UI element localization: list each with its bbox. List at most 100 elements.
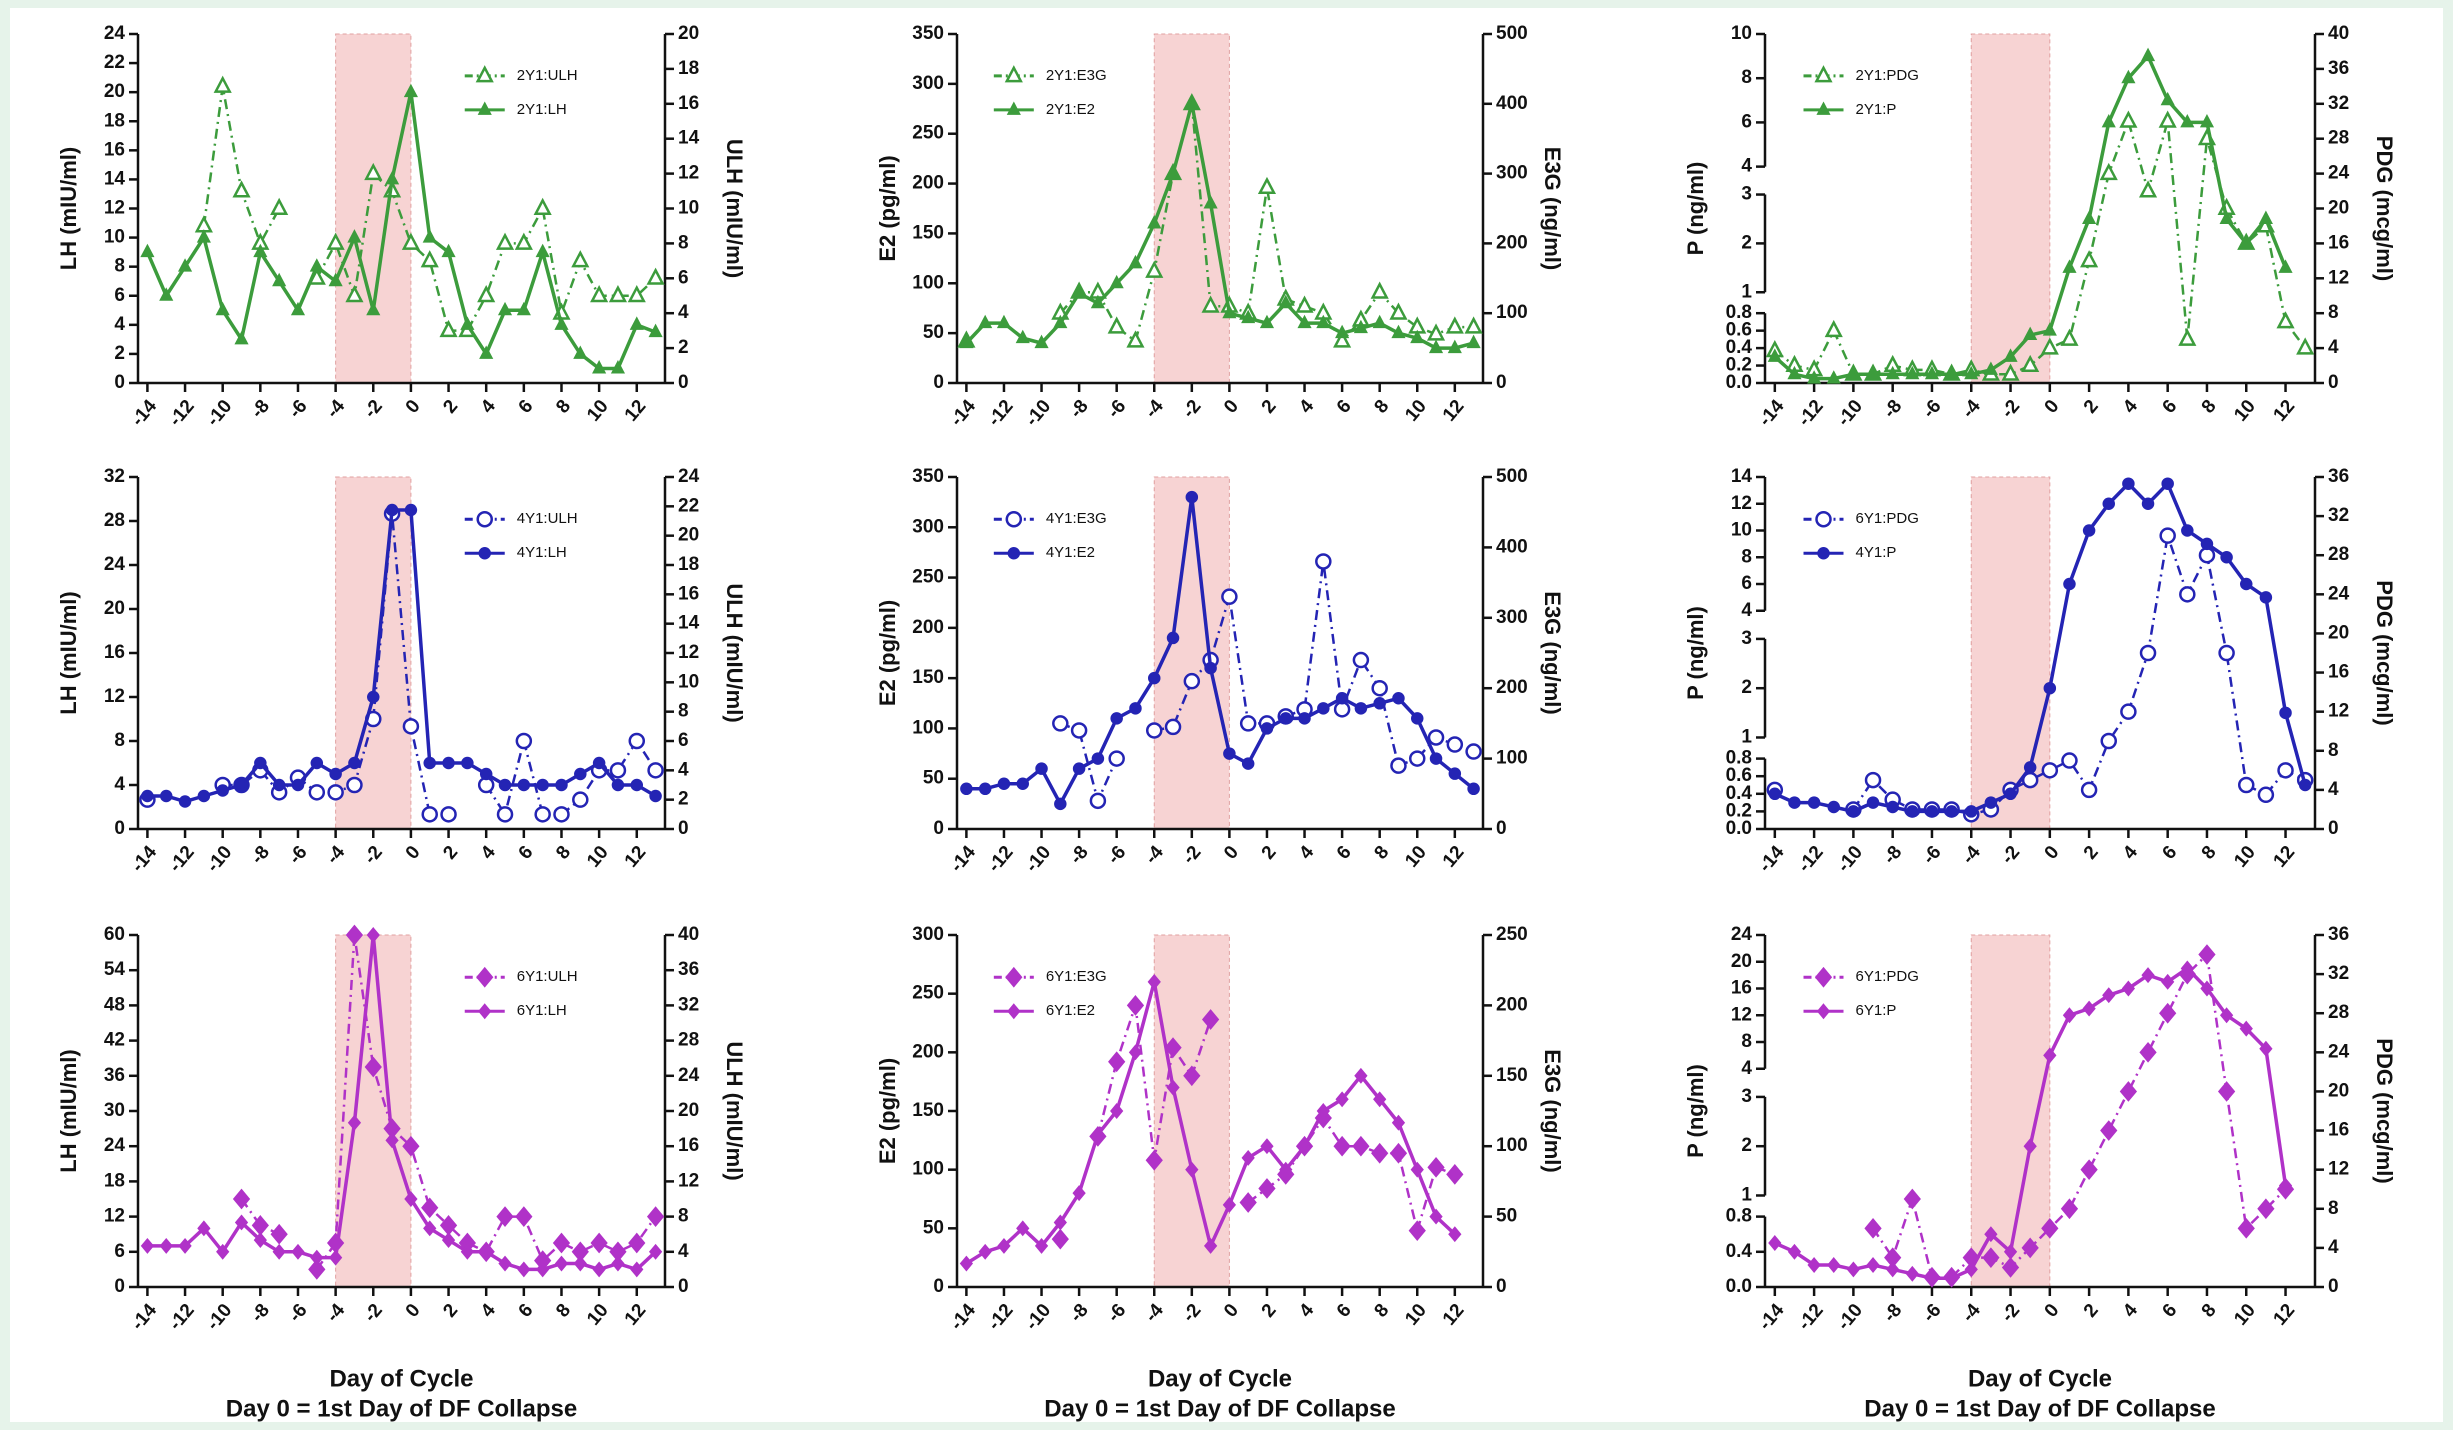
marker (1070, 722, 1088, 739)
marker (1204, 661, 1217, 675)
marker (177, 258, 193, 272)
marker (2139, 644, 2157, 662)
marker (422, 229, 437, 243)
marker (1371, 1142, 1389, 1164)
y2-tick-label: 16 (678, 583, 699, 604)
marker (178, 1237, 192, 1254)
marker (592, 756, 606, 770)
marker (516, 301, 531, 316)
y-tick-label: 4 (114, 774, 125, 795)
marker (1090, 294, 1105, 309)
y2-tick-label: 16 (2328, 1120, 2349, 1141)
y2-tick-label: 0 (678, 818, 689, 839)
marker (291, 778, 305, 792)
legend-label: 6Y1:PDG (1856, 510, 1919, 527)
marker (1807, 796, 1821, 809)
marker (592, 1261, 606, 1278)
chart: 0.00.20.40.60.81234681012140481216202428… (1683, 466, 2397, 876)
y2-tick-label: 10 (678, 198, 699, 219)
marker (1429, 752, 1443, 765)
marker (959, 1255, 974, 1272)
y-tick-label: 36 (104, 1065, 125, 1086)
marker (1354, 702, 1368, 715)
marker (345, 924, 364, 946)
marker (290, 301, 306, 316)
marker (2082, 210, 2097, 224)
marker (2119, 1081, 2138, 1102)
marker (1392, 692, 1405, 705)
marker (477, 285, 496, 303)
marker (2237, 1217, 2255, 1239)
y-tick-label: 0.4 (1726, 783, 1753, 804)
marker (2238, 776, 2255, 794)
y-tick-label: 18 (104, 110, 125, 131)
marker (1147, 973, 1161, 990)
y-tick-label: 20 (1731, 951, 1752, 972)
marker (2141, 967, 2155, 984)
y2-tick-label: 20 (678, 1100, 699, 1121)
marker (1846, 1261, 1861, 1278)
marker (646, 1206, 665, 1227)
y-tick-label: 8 (114, 730, 125, 751)
marker (495, 232, 515, 250)
y-tick-label: 4 (114, 314, 125, 335)
y2-axis-title: E3G (ng/ml) (1540, 1049, 1565, 1172)
y-tick-label: 4 (1741, 156, 1752, 177)
marker (1279, 712, 1292, 725)
marker (496, 1206, 514, 1227)
marker (270, 197, 289, 215)
legend-label: 2Y1:LH (517, 101, 567, 118)
y-tick-label: 0.6 (1726, 765, 1752, 786)
y-tick-label: 250 (912, 567, 944, 588)
marker (534, 806, 551, 823)
marker (1409, 750, 1426, 767)
marker (403, 83, 418, 98)
y2-tick-label: 24 (2328, 1041, 2350, 1062)
marker (479, 345, 494, 359)
marker (1847, 805, 1860, 818)
marker (1827, 800, 1840, 814)
y-tick-label: 50 (923, 322, 944, 343)
marker (592, 360, 607, 374)
marker (1203, 1237, 1218, 1254)
y-tick-label: 0.4 (1726, 1241, 1753, 1262)
series-line (1872, 951, 2287, 1279)
y2-tick-label: 4 (2328, 1237, 2339, 1258)
marker (648, 323, 663, 338)
marker (1147, 215, 1162, 229)
y2-tick-label: 0 (2328, 372, 2339, 393)
marker (1389, 302, 1408, 320)
marker (630, 1261, 644, 1278)
marker (1445, 316, 1464, 334)
marker (402, 718, 420, 735)
y-axis-title: LH (mIU/ml) (56, 591, 81, 714)
marker (2159, 527, 2176, 544)
marker (2218, 644, 2235, 662)
marker (2120, 703, 2137, 720)
marker (420, 250, 439, 268)
marker (1373, 697, 1386, 710)
marker (1108, 750, 1125, 767)
marker (2080, 781, 2098, 799)
marker (627, 285, 646, 303)
marker (1279, 1161, 1293, 1178)
chart: 0.00.20.40.60.81234681004812162024283236… (1683, 23, 2397, 430)
x-axis-title: Day of Cycle (329, 1365, 473, 1392)
marker (1964, 1261, 1978, 1278)
marker (1371, 679, 1388, 697)
marker (404, 503, 418, 517)
marker (2276, 311, 2295, 329)
y2-tick-label: 400 (1496, 93, 1528, 114)
y2-tick-label: 18 (678, 554, 699, 575)
marker (1885, 365, 1900, 380)
y2-axis-title: E3G (ng/ml) (1540, 147, 1565, 270)
marker (646, 267, 665, 285)
marker (385, 503, 399, 517)
marker (1295, 295, 1314, 313)
y-tick-label: 24 (1731, 924, 1753, 945)
y2-tick-label: 4 (678, 302, 689, 323)
marker (1333, 330, 1352, 348)
y2-tick-label: 28 (678, 1030, 699, 1051)
marker (959, 334, 974, 349)
